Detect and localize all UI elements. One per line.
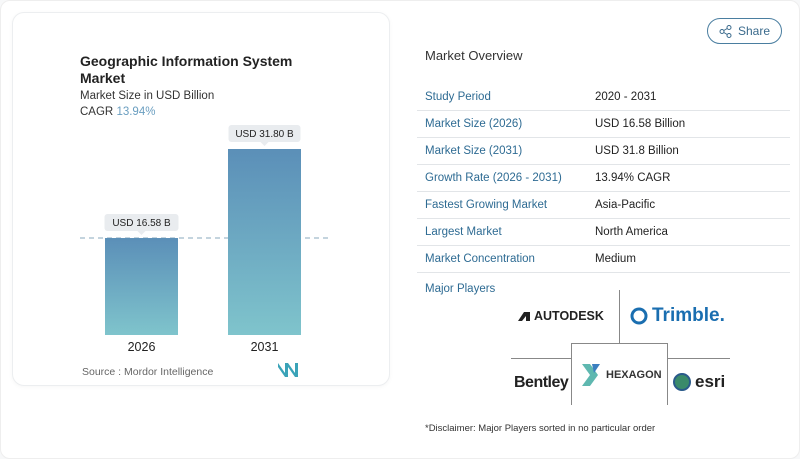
row-label: Fastest Growing Market	[425, 199, 548, 211]
row-label: Market Size (2026)	[425, 118, 523, 130]
x-tick-label: 2026	[128, 340, 156, 354]
data-label-pointer	[137, 231, 146, 236]
divider	[619, 290, 620, 344]
overview-row: Market Concentration Medium	[417, 246, 790, 273]
divider	[511, 358, 571, 359]
row-label: Growth Rate (2026 - 2031)	[425, 172, 562, 184]
hexagon-box	[571, 343, 668, 405]
row-value: USD 31.8 Billion	[595, 145, 679, 157]
mordor-logo-icon	[278, 363, 298, 377]
row-label: Largest Market	[425, 226, 502, 238]
share-label: Share	[737, 24, 771, 38]
row-label: Market Concentration	[425, 253, 535, 265]
esri-logo: esri	[673, 372, 725, 392]
row-label: Market Size (2031)	[425, 145, 523, 157]
hexagon-icon	[582, 364, 600, 386]
share-button[interactable]: Share	[707, 18, 782, 44]
cagr-value: 13.94%	[116, 106, 156, 118]
row-value: USD 16.58 Billion	[595, 118, 686, 130]
trimble-icon	[630, 307, 648, 325]
overview-row: Study Period 2020 - 2031	[417, 84, 790, 111]
bar-chart: USD 16.58 B 2026 USD 31.80 B 2031	[80, 125, 330, 354]
row-value: North America	[595, 226, 668, 238]
overview-row: Market Size (2031) USD 31.8 Billion	[417, 138, 790, 165]
bar-2031	[228, 149, 301, 335]
x-tick-label: 2031	[251, 340, 279, 354]
overview-row: Growth Rate (2026 - 2031) 13.94% CAGR	[417, 165, 790, 192]
data-label-bg	[104, 214, 179, 232]
trimble-logo: Trimble.	[630, 305, 725, 327]
row-label: Study Period	[425, 91, 491, 103]
bentley-logo: Bentley	[514, 374, 569, 391]
overview-row: Market Size (2026) USD 16.58 Billion	[417, 111, 790, 138]
share-icon	[719, 24, 732, 38]
cagr-label: CAGR	[80, 106, 114, 118]
chart-title: Geographic Information System Market	[80, 53, 293, 86]
overview-row: Largest Market North America	[417, 219, 790, 246]
overview-row: Fastest Growing Market Asia-Pacific	[417, 192, 790, 219]
hexagon-logo: HEXAGON	[582, 364, 662, 386]
row-value: Asia-Pacific	[595, 199, 656, 211]
cagr: CAGR 13.94%	[80, 106, 155, 118]
esri-globe-icon	[673, 373, 691, 391]
data-label: USD 16.58 B	[112, 218, 171, 229]
row-value: 2020 - 2031	[595, 91, 657, 103]
overview-title: Market Overview	[425, 48, 523, 63]
data-label: USD 31.80 B	[235, 129, 294, 140]
bar-2026	[105, 238, 178, 335]
major-players-title: Major Players	[425, 283, 496, 295]
divider	[668, 358, 730, 359]
data-label-pointer	[260, 142, 269, 146]
source: Source : Mordor Intelligence	[82, 366, 214, 378]
autodesk-logo: AUTODESK	[518, 309, 604, 323]
row-value: Medium	[595, 253, 636, 265]
disclaimer: *Disclaimer: Major Players sorted in no …	[425, 423, 656, 434]
autodesk-icon	[518, 311, 530, 321]
row-value: 13.94% CAGR	[595, 172, 671, 184]
chart-subtitle: Market Size in USD Billion	[80, 90, 215, 102]
chart-card	[12, 12, 390, 386]
data-label-bg	[228, 125, 301, 142]
